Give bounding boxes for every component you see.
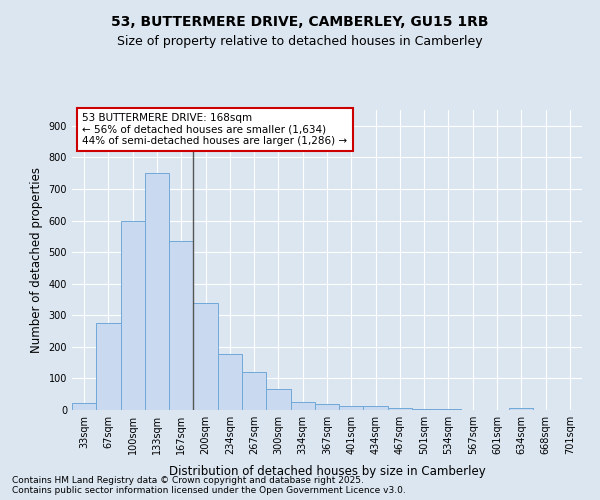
Text: 53, BUTTERMERE DRIVE, CAMBERLEY, GU15 1RB: 53, BUTTERMERE DRIVE, CAMBERLEY, GU15 1R… (111, 15, 489, 29)
Bar (412, 408, 436, 410)
Y-axis label: Number of detached properties: Number of detached properties (30, 167, 43, 353)
Bar (315, 404, 339, 410)
Bar (96, 323, 121, 410)
Bar (193, 302, 218, 410)
Bar (266, 388, 290, 410)
Text: Size of property relative to detached houses in Camberley: Size of property relative to detached ho… (117, 35, 483, 48)
Bar (242, 372, 266, 410)
Bar (364, 406, 388, 410)
Bar (339, 406, 364, 410)
Text: Contains HM Land Registry data © Crown copyright and database right 2025.: Contains HM Land Registry data © Crown c… (12, 476, 364, 485)
Text: 53 BUTTERMERE DRIVE: 168sqm
← 56% of detached houses are smaller (1,634)
44% of : 53 BUTTERMERE DRIVE: 168sqm ← 56% of det… (82, 113, 347, 146)
Bar (436, 409, 461, 410)
Bar (121, 220, 145, 410)
X-axis label: Distribution of detached houses by size in Camberley: Distribution of detached houses by size … (169, 466, 485, 478)
Bar (388, 408, 412, 410)
Bar (145, 173, 169, 410)
Bar (169, 241, 193, 410)
Bar (290, 402, 315, 410)
Bar (72, 403, 96, 410)
Text: Contains public sector information licensed under the Open Government Licence v3: Contains public sector information licen… (12, 486, 406, 495)
Bar (218, 354, 242, 410)
Bar (509, 408, 533, 410)
